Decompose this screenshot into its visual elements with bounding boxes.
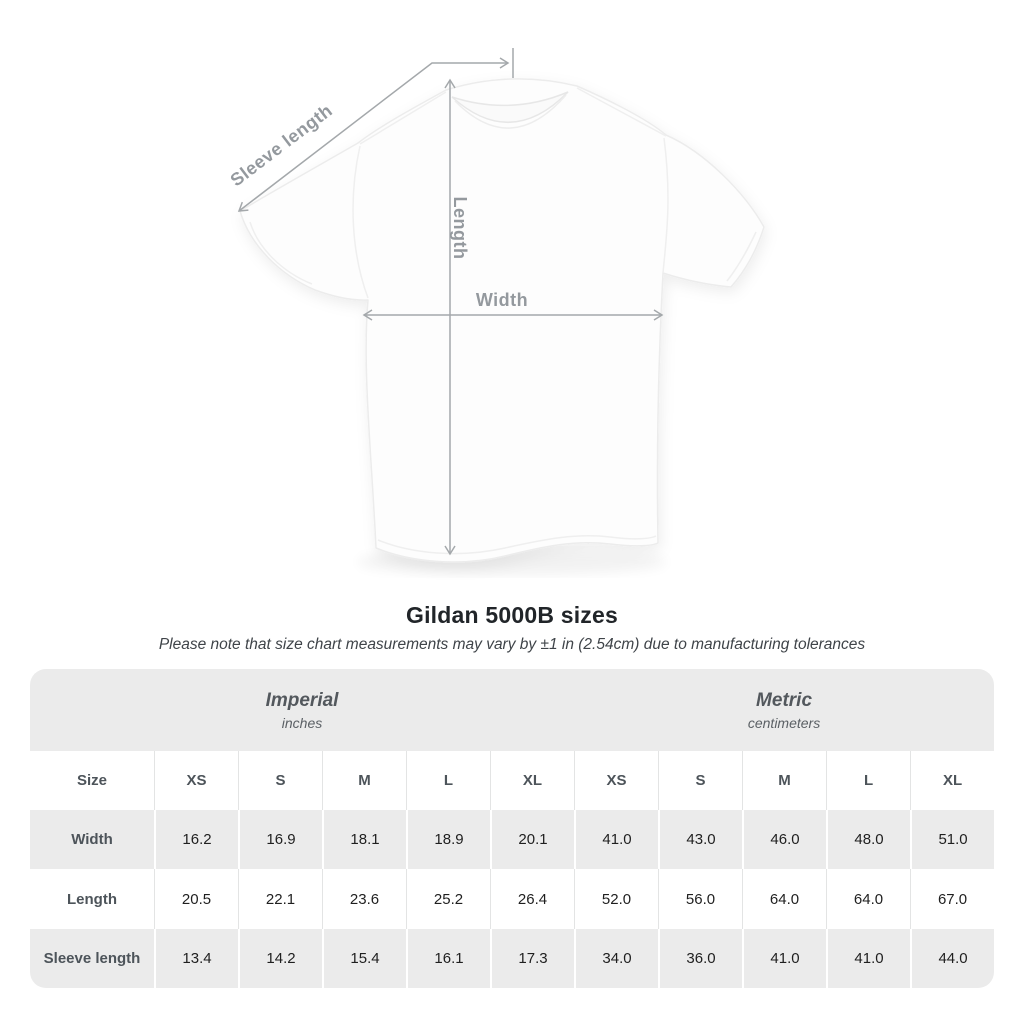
length-metric-xl: 67.0	[910, 869, 994, 929]
col-imperial-xl: XL	[490, 751, 575, 810]
length-imperial-xl: 26.4	[490, 869, 575, 929]
sleeve-imperial-xs: 13.4	[154, 929, 238, 988]
size-header-row: Size XS S M L XL XS S M L XL	[30, 751, 994, 810]
length-row: Length 20.5 22.1 23.6 25.2 26.4 52.0 56.…	[30, 869, 994, 929]
sleeve-imperial-l: 16.1	[406, 929, 490, 988]
width-metric-xl: 51.0	[910, 810, 994, 869]
sleeve-metric-m: 41.0	[742, 929, 827, 988]
col-metric-xs: XS	[574, 751, 659, 810]
sleeve-length-arrow	[237, 57, 510, 212]
unit-group-header-row: Imperial inches Metric centimeters	[30, 669, 994, 751]
tshirt-illustration	[239, 78, 765, 563]
sleeve-row-label: Sleeve length	[30, 929, 154, 988]
width-imperial-l: 18.9	[406, 810, 490, 869]
length-metric-m: 64.0	[742, 869, 827, 929]
col-imperial-l: L	[406, 751, 490, 810]
tshirt-diagram: Sleeve length Length Width	[227, 48, 765, 575]
width-imperial-xl: 20.1	[490, 810, 575, 869]
col-metric-s: S	[658, 751, 743, 810]
length-imperial-l: 25.2	[406, 869, 490, 929]
width-imperial-s: 16.9	[238, 810, 322, 869]
width-metric-s: 43.0	[658, 810, 743, 869]
length-label: Length	[450, 197, 470, 260]
length-imperial-s: 22.1	[238, 869, 322, 929]
col-metric-xl: XL	[910, 751, 994, 810]
sleeve-metric-xs: 34.0	[574, 929, 659, 988]
length-metric-s: 56.0	[658, 869, 743, 929]
imperial-unit: inches	[281, 714, 323, 731]
length-imperial-xs: 20.5	[154, 869, 238, 929]
size-header-cell: Size	[30, 751, 154, 810]
measurement-arrows	[237, 48, 664, 556]
width-label: Width	[476, 290, 528, 310]
sleeve-metric-xl: 44.0	[910, 929, 994, 988]
length-metric-xs: 52.0	[574, 869, 659, 929]
sleeve-length-row: Sleeve length 13.4 14.2 15.4 16.1 17.3 3…	[30, 929, 994, 988]
width-metric-l: 48.0	[826, 810, 911, 869]
sleeve-metric-s: 36.0	[658, 929, 743, 988]
col-imperial-xs: XS	[154, 751, 238, 810]
col-metric-m: M	[742, 751, 827, 810]
width-row-label: Width	[30, 810, 154, 869]
metric-group-header: Metric centimeters	[574, 669, 994, 751]
tolerance-note: Please note that size chart measurements…	[158, 636, 866, 653]
sleeve-metric-l: 41.0	[826, 929, 911, 988]
length-row-label: Length	[30, 869, 154, 929]
width-metric-xs: 41.0	[574, 810, 659, 869]
metric-unit: centimeters	[747, 714, 821, 731]
imperial-label: Imperial	[265, 689, 339, 711]
width-metric-m: 46.0	[742, 810, 827, 869]
width-imperial-xs: 16.2	[154, 810, 238, 869]
col-metric-l: L	[826, 751, 911, 810]
page-title: Gildan 5000B sizes	[406, 602, 618, 628]
sleeve-imperial-s: 14.2	[238, 929, 322, 988]
col-imperial-s: S	[238, 751, 322, 810]
sleeve-imperial-xl: 17.3	[490, 929, 575, 988]
col-imperial-m: M	[322, 751, 406, 810]
metric-label: Metric	[756, 689, 813, 711]
sleeve-imperial-m: 15.4	[322, 929, 406, 988]
length-metric-l: 64.0	[826, 869, 911, 929]
imperial-group-header: Imperial inches	[30, 669, 575, 751]
width-imperial-m: 18.1	[322, 810, 406, 869]
length-imperial-m: 23.6	[322, 869, 406, 929]
tshirt-figure: Sleeve length Length Width	[227, 48, 765, 575]
size-table-container: Imperial inches Metric centimeters Size …	[30, 669, 994, 988]
size-table: Imperial inches Metric centimeters Size …	[30, 669, 994, 988]
width-row: Width 16.2 16.9 18.1 18.9 20.1 41.0 43.0…	[30, 810, 994, 869]
